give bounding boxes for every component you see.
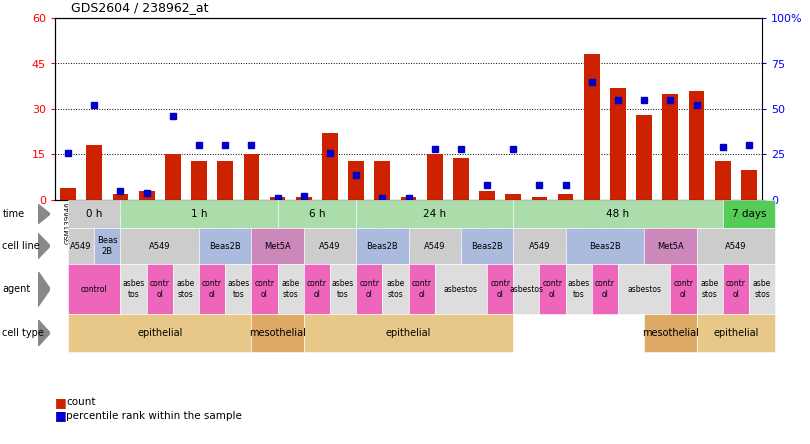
Text: 7 days: 7 days xyxy=(731,209,766,219)
Text: 0 h: 0 h xyxy=(86,209,103,219)
Text: contr
ol: contr ol xyxy=(150,279,170,299)
Bar xyxy=(191,161,207,200)
Text: Beas2B: Beas2B xyxy=(366,242,399,250)
Text: contr
ol: contr ol xyxy=(543,279,562,299)
Bar xyxy=(296,197,312,200)
Text: A549: A549 xyxy=(149,242,170,250)
Text: asbes
tos: asbes tos xyxy=(568,279,590,299)
Text: asbestos: asbestos xyxy=(509,285,544,293)
Text: A549: A549 xyxy=(70,242,92,250)
Bar xyxy=(427,155,442,200)
Text: Beas2B: Beas2B xyxy=(589,242,620,250)
Text: contr
ol: contr ol xyxy=(411,279,432,299)
Text: asbe
stos: asbe stos xyxy=(282,279,300,299)
Text: contr
ol: contr ol xyxy=(673,279,693,299)
Bar xyxy=(610,88,626,200)
Bar xyxy=(60,188,76,200)
Text: 48 h: 48 h xyxy=(607,209,629,219)
Text: asbestos: asbestos xyxy=(627,285,661,293)
Bar xyxy=(113,194,128,200)
Text: A549: A549 xyxy=(725,242,747,250)
Text: agent: agent xyxy=(2,284,31,294)
Text: Beas2B: Beas2B xyxy=(209,242,241,250)
Text: contr
ol: contr ol xyxy=(202,279,222,299)
Bar xyxy=(505,194,521,200)
Text: 24 h: 24 h xyxy=(423,209,446,219)
Text: cell type: cell type xyxy=(2,328,45,338)
Bar xyxy=(688,91,705,200)
Bar xyxy=(270,197,285,200)
Bar xyxy=(139,191,155,200)
Bar xyxy=(663,94,678,200)
Polygon shape xyxy=(38,320,50,346)
Bar xyxy=(715,161,731,200)
Text: contr
ol: contr ol xyxy=(359,279,379,299)
Text: 1 h: 1 h xyxy=(191,209,207,219)
Bar xyxy=(637,115,652,200)
Text: A549: A549 xyxy=(529,242,550,250)
Polygon shape xyxy=(38,204,50,224)
Text: Beas2B: Beas2B xyxy=(471,242,503,250)
Bar xyxy=(374,161,390,200)
Text: epithelial: epithelial xyxy=(713,328,758,338)
Text: Met5A: Met5A xyxy=(264,242,291,250)
Text: time: time xyxy=(2,209,24,219)
Bar xyxy=(87,145,102,200)
Bar xyxy=(401,197,416,200)
Text: asbes
tos: asbes tos xyxy=(227,279,249,299)
Bar xyxy=(244,155,259,200)
Text: Met5A: Met5A xyxy=(657,242,684,250)
Bar xyxy=(584,55,599,200)
Text: 6 h: 6 h xyxy=(309,209,325,219)
Bar xyxy=(480,191,495,200)
Bar xyxy=(165,155,181,200)
Text: percentile rank within the sample: percentile rank within the sample xyxy=(66,411,242,420)
Polygon shape xyxy=(38,234,50,258)
Text: asbes
tos: asbes tos xyxy=(332,279,354,299)
Text: asbe
stos: asbe stos xyxy=(177,279,195,299)
Text: contr
ol: contr ol xyxy=(307,279,327,299)
Text: A549: A549 xyxy=(319,242,341,250)
Text: mesothelial: mesothelial xyxy=(642,328,699,338)
Text: contr
ol: contr ol xyxy=(726,279,746,299)
Text: A549: A549 xyxy=(424,242,446,250)
Text: epithelial: epithelial xyxy=(386,328,431,338)
Text: count: count xyxy=(66,397,96,407)
Text: control: control xyxy=(81,285,108,293)
Text: contr
ol: contr ol xyxy=(490,279,510,299)
Text: asbes
tos: asbes tos xyxy=(122,279,145,299)
Text: contr
ol: contr ol xyxy=(254,279,275,299)
Bar xyxy=(217,161,233,200)
Bar xyxy=(558,194,573,200)
Text: asbe
stos: asbe stos xyxy=(701,279,718,299)
Text: epithelial: epithelial xyxy=(137,328,182,338)
Text: asbe
stos: asbe stos xyxy=(386,279,404,299)
Text: cell line: cell line xyxy=(2,241,40,251)
Bar xyxy=(531,197,548,200)
Text: Beas
2B: Beas 2B xyxy=(97,236,117,256)
Bar xyxy=(348,161,364,200)
Text: asbe
stos: asbe stos xyxy=(752,279,771,299)
Bar xyxy=(453,158,469,200)
Polygon shape xyxy=(38,271,50,306)
Text: ■: ■ xyxy=(55,396,67,409)
Bar xyxy=(322,133,338,200)
Text: GDS2604 / 238962_at: GDS2604 / 238962_at xyxy=(71,0,209,14)
Bar xyxy=(741,170,757,200)
Text: asbestos: asbestos xyxy=(444,285,478,293)
Text: contr
ol: contr ol xyxy=(595,279,615,299)
Text: ■: ■ xyxy=(55,409,67,422)
Text: mesothelial: mesothelial xyxy=(249,328,306,338)
